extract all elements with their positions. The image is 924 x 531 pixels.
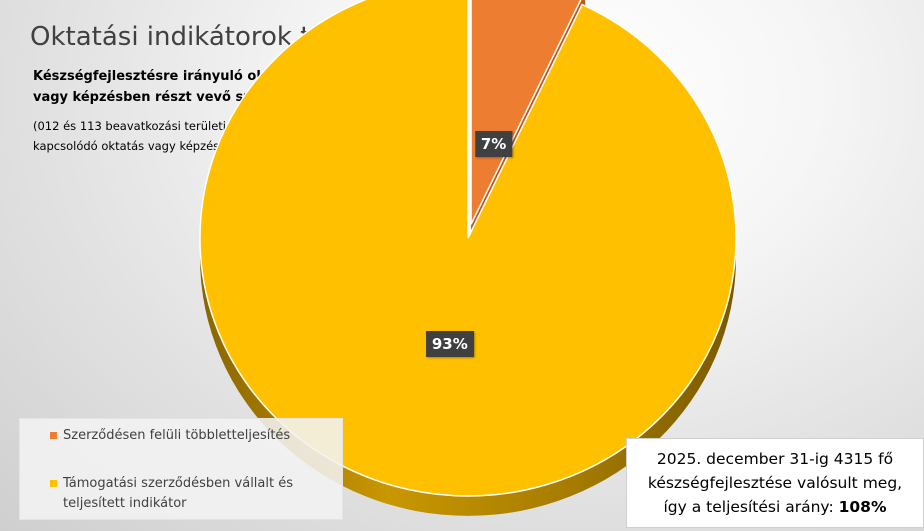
summary-line-1: 2025. december 31-ig 4315 fő xyxy=(656,450,894,468)
pie-data-label: 7% xyxy=(474,130,513,157)
legend-label: Szerződésen felüli többletteljesítés xyxy=(63,428,291,443)
legend-label: Támogatási szerződésben vállalt és telje… xyxy=(63,476,293,511)
legend-swatch-yellow xyxy=(50,480,57,487)
pie-tops xyxy=(199,0,737,497)
pie-slice xyxy=(199,0,737,497)
legend-item: Szerződésen felüli többletteljesítés xyxy=(50,426,290,446)
legend-swatch-orange xyxy=(50,432,57,439)
chart-legend: Szerződésen felüli többletteljesítés Tám… xyxy=(19,418,343,520)
pie-slice xyxy=(470,0,582,225)
summary-line-2: készségfejlesztése valósult meg, xyxy=(647,474,903,492)
pie-data-label: 93% xyxy=(425,330,474,357)
summary-line-3-prefix: így a teljesítési arány: xyxy=(663,498,839,516)
chart-subtitle: Készségfejlesztésre irányuló oktatásban … xyxy=(33,69,330,105)
legend-item: Támogatási szerződésben vállalt és telje… xyxy=(50,474,293,514)
summary-box: 2025. december 31-ig 4315 fő készségfejl… xyxy=(626,438,924,528)
summary-rate: 108% xyxy=(838,498,887,516)
